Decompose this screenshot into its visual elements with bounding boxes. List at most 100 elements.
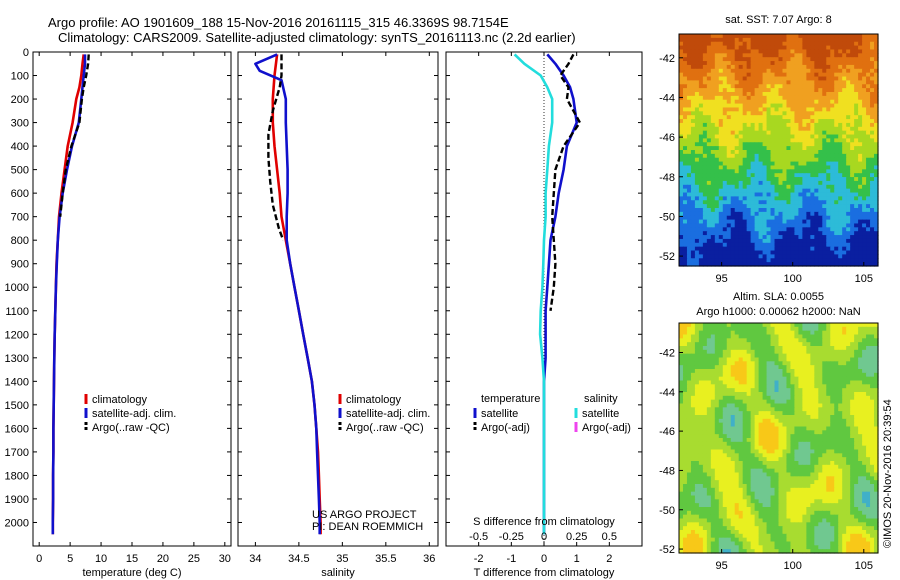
map-cell bbox=[758, 250, 764, 255]
map-cell bbox=[746, 418, 752, 424]
map-cell bbox=[774, 346, 780, 351]
map-cell bbox=[690, 107, 696, 112]
map-cell bbox=[870, 188, 875, 194]
map-cell bbox=[718, 119, 724, 124]
map-cell bbox=[702, 445, 708, 451]
map-cell bbox=[710, 227, 716, 232]
map-cell bbox=[862, 346, 867, 351]
map-cell bbox=[862, 215, 867, 221]
map-cell bbox=[754, 445, 760, 451]
map-cell bbox=[746, 119, 752, 124]
map-cell bbox=[822, 219, 827, 225]
map-cell bbox=[698, 134, 704, 139]
y-tick-label: 1600 bbox=[5, 423, 29, 435]
map-cell bbox=[834, 107, 839, 112]
map-cell bbox=[766, 61, 772, 66]
map-cell bbox=[750, 365, 756, 370]
map-cell bbox=[750, 258, 756, 263]
map-cell bbox=[854, 49, 859, 54]
map-cell bbox=[786, 177, 792, 182]
map-cell bbox=[834, 169, 839, 174]
map-cell bbox=[738, 146, 744, 151]
map-cell bbox=[686, 430, 692, 435]
map-cell bbox=[786, 365, 792, 370]
map-cell bbox=[698, 330, 704, 336]
map-cell bbox=[682, 61, 688, 66]
map-x-tick-label: 105 bbox=[855, 273, 873, 285]
map-cell bbox=[770, 41, 776, 47]
y-tick-label: 1900 bbox=[5, 494, 29, 506]
map-cell bbox=[850, 215, 855, 221]
map-cell bbox=[766, 346, 772, 351]
map-cell bbox=[758, 238, 764, 244]
map-cell bbox=[818, 103, 823, 109]
map-cell bbox=[846, 380, 851, 385]
map-cell bbox=[738, 254, 744, 259]
map-cell bbox=[722, 361, 728, 366]
map-cell bbox=[866, 72, 871, 78]
map-cell bbox=[718, 215, 724, 221]
map-cell bbox=[762, 130, 768, 136]
map-cell bbox=[746, 200, 752, 205]
map-cell bbox=[754, 68, 760, 74]
map-cell bbox=[754, 246, 760, 252]
map-cell bbox=[794, 41, 799, 47]
map-cell bbox=[778, 441, 784, 447]
map-cell bbox=[798, 208, 803, 213]
map-cell bbox=[746, 95, 752, 101]
map-cell bbox=[830, 231, 835, 236]
map-cell bbox=[706, 138, 712, 143]
map-cell bbox=[810, 76, 815, 81]
map-cell bbox=[870, 146, 875, 151]
map-cell bbox=[782, 188, 788, 194]
map-cell bbox=[762, 72, 768, 78]
map-cell bbox=[690, 353, 696, 359]
map-cell bbox=[866, 254, 871, 259]
map-cell bbox=[814, 92, 819, 97]
map-cell bbox=[810, 411, 815, 416]
map-cell bbox=[818, 95, 823, 101]
map-cell bbox=[742, 258, 748, 263]
map-cell bbox=[710, 34, 716, 39]
map-cell bbox=[714, 177, 720, 182]
map-cell bbox=[730, 188, 736, 194]
map-cell bbox=[734, 72, 740, 78]
map-cell bbox=[762, 418, 768, 424]
map-cell bbox=[714, 115, 720, 120]
map-cell bbox=[798, 130, 803, 136]
map-cell bbox=[766, 208, 772, 213]
map-cell bbox=[762, 49, 768, 54]
map-cell bbox=[698, 353, 704, 359]
map-cell bbox=[766, 45, 772, 51]
map-cell bbox=[734, 49, 740, 54]
map-cell bbox=[790, 430, 796, 435]
map-cell bbox=[830, 76, 835, 81]
map-cell bbox=[682, 103, 688, 109]
map-cell bbox=[746, 180, 752, 186]
map-cell bbox=[818, 122, 823, 128]
map-cell bbox=[806, 192, 811, 197]
map-cell bbox=[679, 227, 684, 232]
map-cell bbox=[762, 61, 768, 66]
map-cell bbox=[754, 173, 760, 178]
map-cell bbox=[754, 388, 760, 393]
map-cell bbox=[782, 37, 788, 43]
map-cell bbox=[734, 126, 740, 132]
map-cell bbox=[690, 258, 696, 263]
map-cell bbox=[679, 372, 684, 378]
map-cell bbox=[762, 438, 768, 443]
map-cell bbox=[838, 422, 843, 428]
map-cell bbox=[806, 119, 811, 124]
map-cell bbox=[762, 380, 768, 385]
map-cell bbox=[730, 208, 736, 213]
map-cell bbox=[722, 418, 728, 424]
map-cell bbox=[774, 330, 780, 336]
map-cell bbox=[798, 262, 803, 267]
map-cell bbox=[814, 415, 819, 420]
map-cell bbox=[850, 342, 855, 347]
map-cell bbox=[726, 188, 732, 194]
x-tick-label: 34.5 bbox=[288, 553, 309, 565]
map-x-tick-label: 100 bbox=[784, 273, 802, 285]
map-cell bbox=[810, 365, 815, 370]
